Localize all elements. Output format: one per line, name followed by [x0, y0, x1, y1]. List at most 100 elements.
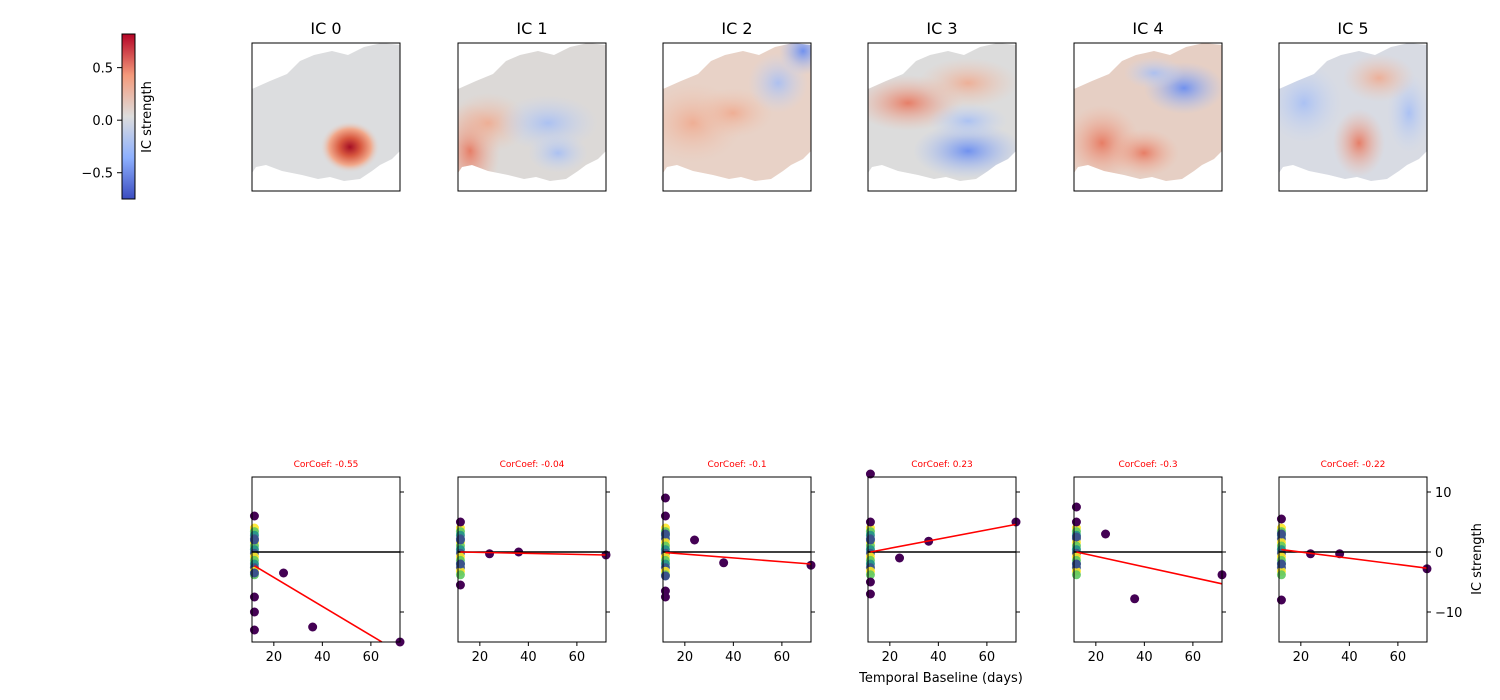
scatter-point-cluster: [1276, 570, 1286, 580]
corrcoef-label: CorCoef: -0.1: [707, 460, 766, 470]
x-tick-label: 60: [774, 650, 791, 665]
map-frame: [457, 42, 607, 192]
x-tick-label: 40: [520, 650, 537, 665]
plot-area: [660, 493, 816, 602]
plot-area: [1071, 502, 1227, 604]
scatter-point: [660, 493, 670, 503]
scatter-point: [865, 469, 875, 479]
scatter-point: [865, 589, 875, 599]
x-tick-label: 20: [882, 650, 899, 665]
map-panel-title: IC 3: [926, 19, 957, 38]
corrcoef-label: CorCoef: -0.22: [1321, 460, 1386, 470]
map-panel-title: IC 0: [310, 19, 341, 38]
x-tick-label: 40: [1136, 650, 1153, 665]
scatter-point: [455, 517, 465, 527]
scatter-panel: CorCoef: -0.55 20 40 60: [249, 460, 405, 665]
scatter-panel: CorCoef: -0.1 20 40 60: [660, 460, 816, 665]
scatter-point: [895, 553, 905, 563]
map-panels: IC 0 IC 1 IC 2 IC 3 IC 4 IC 5: [251, 19, 1428, 192]
x-tick-label: 60: [1390, 650, 1407, 665]
scatter-point: [1101, 529, 1111, 539]
x-tick-label: 60: [363, 650, 380, 665]
x-tick-label: 40: [314, 650, 331, 665]
map-panel-title: IC 4: [1132, 19, 1163, 38]
scatter-point: [1276, 514, 1286, 524]
plot-frame: [867, 476, 1017, 643]
plot-frame: [662, 476, 812, 643]
map-frame: [1278, 42, 1428, 192]
colorbar-tick-label: 0.5: [92, 62, 113, 77]
x-tick-label: 60: [979, 650, 996, 665]
map-frame: [867, 42, 1017, 192]
plot-area: [1276, 514, 1432, 605]
x-axis-label: Temporal Baseline (days): [858, 671, 1023, 686]
map-image: [1074, 43, 1222, 181]
colorbar-gradient: [121, 33, 136, 200]
scatter-point: [660, 592, 670, 602]
x-tick-label: 20: [266, 650, 283, 665]
map-image: [663, 43, 811, 181]
trend-line: [1281, 548, 1428, 569]
map-panel: IC 5: [1278, 19, 1428, 192]
scatter-point: [719, 558, 729, 568]
map-image: [252, 43, 400, 181]
x-tick-label: 60: [569, 650, 586, 665]
corrcoef-label: CorCoef: -0.55: [294, 460, 359, 470]
scatter-point: [249, 625, 259, 635]
plot-frame: [251, 476, 401, 643]
map-frame: [251, 42, 401, 192]
scatter-point: [690, 535, 700, 545]
x-tick-label: 40: [930, 650, 947, 665]
map-image: [458, 43, 606, 181]
y-tick-label: −10: [1435, 606, 1462, 621]
scatter-point: [455, 580, 465, 590]
x-tick-label: 40: [725, 650, 742, 665]
plot-frame: [1073, 476, 1223, 643]
scatter-point-cluster: [1071, 570, 1081, 580]
scatter-point: [308, 622, 318, 632]
x-tick-label: 20: [472, 650, 489, 665]
scatter-point: [1071, 532, 1081, 542]
scatter-point: [249, 607, 259, 617]
scatter-point: [249, 592, 259, 602]
x-tick-label: 20: [1293, 650, 1310, 665]
scatter-point: [279, 568, 289, 578]
scatter-point: [865, 577, 875, 587]
scatter-point: [865, 535, 875, 545]
colorbar: 0.5 0.0 −0.5 IC strength: [81, 33, 155, 200]
scatter-panel: CorCoef: -0.3 20 40 60: [1071, 460, 1227, 665]
scatter-point: [455, 535, 465, 545]
colorbar-label: IC strength: [140, 81, 155, 153]
map-frame: [662, 42, 812, 192]
map-panel-title: IC 5: [1337, 19, 1368, 38]
scatter-point: [455, 559, 465, 569]
x-tick-label: 20: [677, 650, 694, 665]
trend-line: [1076, 551, 1223, 585]
scatter-panel: CorCoef: -0.22 20 40 60 10 0 −10: [1276, 460, 1462, 665]
scatter-point: [660, 529, 670, 539]
x-tick-label: 40: [1341, 650, 1358, 665]
scatter-point: [1071, 517, 1081, 527]
map-panel: IC 1: [457, 19, 607, 192]
map-panel: IC 3: [867, 19, 1017, 192]
corrcoef-label: CorCoef: -0.3: [1118, 460, 1177, 470]
map-frame: [1073, 42, 1223, 192]
colorbar-tick-label: −0.5: [81, 167, 113, 182]
corrcoef-label: CorCoef: -0.04: [500, 460, 565, 470]
y-tick-label: 0: [1435, 546, 1443, 561]
map-panel: IC 4: [1073, 19, 1223, 192]
scatter-point: [865, 517, 875, 527]
plot-frame: [457, 476, 607, 643]
scatter-point: [1276, 529, 1286, 539]
scatter-point: [660, 571, 670, 581]
scatter-panel: CorCoef: 0.23 20 40 60: [865, 460, 1021, 665]
plot-frame: [1278, 476, 1428, 643]
map-image: [1279, 43, 1427, 181]
y-tick-label: 10: [1435, 486, 1452, 501]
y-axis-label: IC strength: [1470, 523, 1485, 595]
plot-area: [249, 511, 405, 647]
scatter-panels: CorCoef: -0.55 20 40 60 CorCoef: -0.04 20 40 60…: [249, 460, 1462, 665]
scatter-point: [485, 549, 495, 559]
plot-area: [865, 469, 1021, 599]
